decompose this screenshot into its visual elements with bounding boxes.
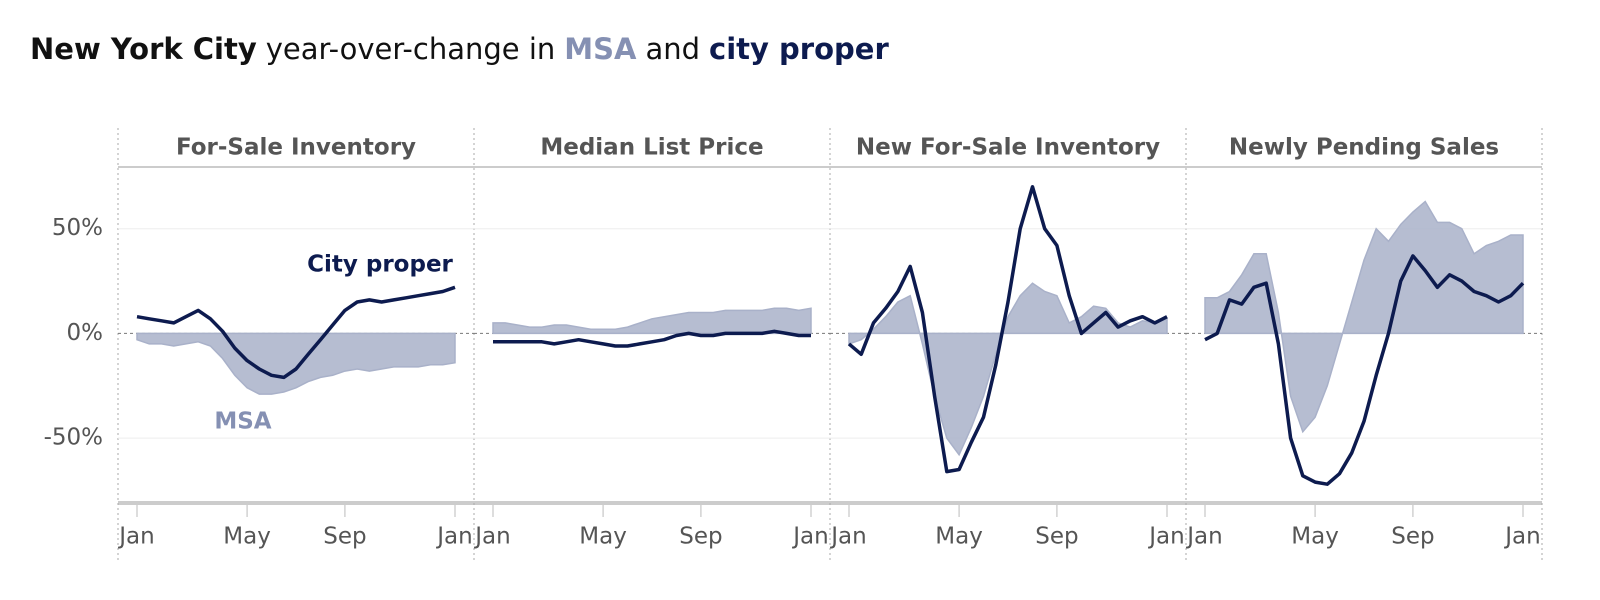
city-line [1204, 254, 1525, 486]
title-part: New York City [30, 32, 257, 66]
x-tick-label: Sep [1391, 524, 1434, 550]
panel-title: Newly Pending Sales [1229, 135, 1499, 161]
y-tick-label: -50% [44, 425, 103, 451]
x-tick-label: Sep [1035, 524, 1078, 550]
title-part: and [645, 32, 701, 66]
x-tick-label: Jan [829, 524, 866, 550]
title-part: city proper [709, 32, 889, 66]
x-tick-label: Jan [435, 524, 472, 550]
msa-area [492, 307, 812, 335]
title-part: year-over-change in [265, 32, 556, 66]
panel-title: Median List Price [540, 135, 763, 161]
x-tick-label: May [223, 524, 271, 550]
x-tick-label: Jan [1185, 524, 1222, 550]
x-tick-label: Jan [791, 524, 828, 550]
legend-label: City proper [307, 252, 453, 278]
x-tick-label: Sep [323, 524, 366, 550]
city-line [136, 285, 456, 380]
x-tick-label: Jan [473, 524, 510, 550]
title: New York City year-over-change in MSA and ci… [30, 32, 898, 66]
city-line [493, 329, 811, 348]
x-tick-label: Sep [679, 524, 722, 550]
msa-area [1204, 200, 1524, 434]
title-part: MSA [564, 32, 637, 66]
y-tick-label: 0% [67, 320, 104, 346]
x-tick-label: Jan [117, 524, 154, 550]
x-tick-label: Jan [1503, 524, 1540, 550]
x-tick-label: May [1291, 524, 1339, 550]
city-line [847, 185, 1168, 474]
legend-label: MSA [214, 409, 271, 435]
x-tick-label: May [579, 524, 627, 550]
panel-title: New For-Sale Inventory [856, 135, 1160, 161]
y-tick-label: 50% [52, 215, 103, 241]
x-tick-label: May [935, 524, 983, 550]
x-tick-label: Jan [1147, 524, 1184, 550]
msa-area [136, 332, 456, 395]
panel-title: For-Sale Inventory [176, 135, 416, 161]
